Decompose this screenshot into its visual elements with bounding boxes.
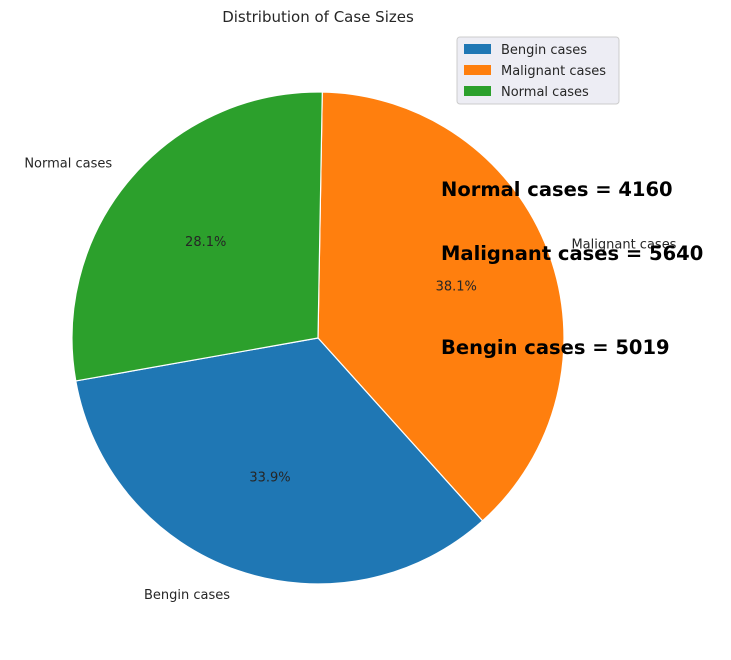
legend-swatch-malignant-cases — [464, 65, 491, 75]
slice-pct-label-normal-cases: 28.1% — [185, 235, 226, 250]
slice-label-malignant-cases: Malignant cases — [571, 237, 676, 252]
annotation-3: Bengin cases = 5019 — [441, 336, 670, 359]
slices-layer — [71, 91, 565, 585]
pie-slice-malignant-cases — [317, 91, 565, 522]
chart-title: Distribution of Case Sizes — [222, 8, 414, 26]
legend: Bengin cases Malignant cases Normal cases — [456, 36, 620, 105]
annotation-1: Normal cases = 4160 — [441, 178, 673, 201]
annotation-2: Malignant cases = 5640 — [441, 242, 703, 265]
slice-label-normal-cases: Normal cases — [24, 156, 112, 171]
legend-label-bengin-cases: Bengin cases — [501, 43, 587, 58]
slice-pct-label-malignant-cases: 38.1% — [436, 279, 477, 294]
labels-layer: 38.1% Malignant cases 33.9% Bengin cases 28.… — [24, 156, 676, 603]
pie-slice-bengin-cases — [75, 337, 484, 585]
pie-slice-normal-cases — [71, 91, 323, 382]
legend-swatch-normal-cases — [464, 86, 491, 96]
slice-pct-label-bengin-cases: 33.9% — [249, 471, 290, 486]
annotations: Normal cases = 4160 Malignant cases = 564… — [441, 178, 703, 359]
legend-box — [456, 36, 620, 105]
slice-label-bengin-cases: Bengin cases — [144, 588, 230, 603]
legend-label-malignant-cases: Malignant cases — [501, 64, 606, 79]
legend-swatch-bengin-cases — [464, 44, 491, 54]
legend-label-normal-cases: Normal cases — [501, 85, 589, 100]
